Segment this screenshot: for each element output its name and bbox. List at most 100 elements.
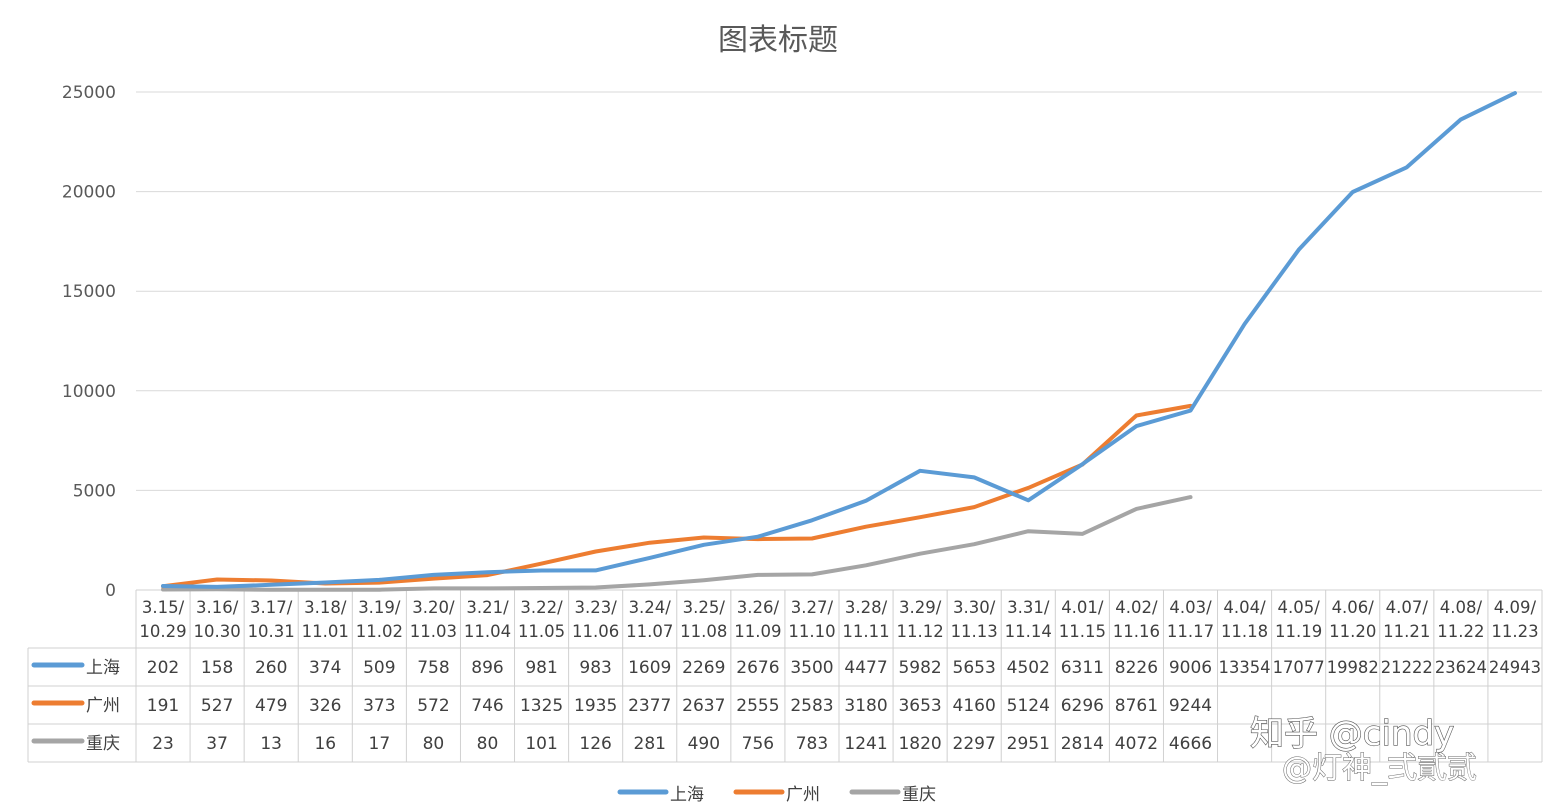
data-value: 1609 [628, 658, 671, 678]
data-value: 80 [423, 734, 445, 754]
legend-label: 上海 [670, 785, 704, 802]
category-label: 11.07 [626, 622, 673, 641]
series-name: 重庆 [86, 734, 120, 754]
data-value: 746 [471, 696, 503, 716]
legend-label: 重庆 [902, 785, 936, 802]
y-tick-label: 5000 [73, 481, 116, 501]
category-label: 3.25/ [683, 598, 726, 617]
y-tick-label: 25000 [62, 83, 116, 103]
data-value: 6296 [1061, 696, 1104, 716]
category-label: 3.26/ [737, 598, 780, 617]
category-label: 3.15/ [142, 598, 185, 617]
plot-area [161, 91, 1517, 592]
data-value: 1325 [520, 696, 563, 716]
data-value: 3180 [844, 696, 887, 716]
data-value: 21222 [1381, 658, 1433, 678]
data-value: 191 [147, 696, 179, 716]
series-name: 广州 [86, 696, 120, 716]
data-table: 3.15/10.29 3.16/10.30 3.17/10.31 3.18/11.01… [27, 589, 1543, 763]
chart-title: 图表标题 [718, 23, 838, 58]
data-value: 37 [206, 734, 228, 754]
data-value: 479 [255, 696, 287, 716]
category-label: 3.16/ [196, 598, 239, 617]
category-label: 10.29 [139, 622, 186, 641]
category-label: 4.01/ [1061, 598, 1104, 617]
category-label: 3.30/ [953, 598, 996, 617]
category-label: 11.11 [842, 622, 889, 641]
y-tick-label: 15000 [62, 282, 116, 302]
category-label: 10.31 [248, 622, 295, 641]
category-label: 3.28/ [845, 598, 888, 617]
category-label: 4.04/ [1223, 598, 1266, 617]
data-value: 281 [634, 734, 666, 754]
data-value: 8226 [1115, 658, 1158, 678]
data-value: 101 [525, 734, 557, 754]
data-value: 572 [417, 696, 449, 716]
data-value: 2814 [1061, 734, 1104, 754]
category-label: 11.22 [1437, 622, 1484, 641]
category-label: 3.29/ [899, 598, 942, 617]
y-tick-label: 0 [105, 581, 116, 601]
data-value: 158 [201, 658, 233, 678]
data-value: 5124 [1007, 696, 1050, 716]
series-line [161, 91, 1517, 589]
data-value: 9006 [1169, 658, 1212, 678]
series-name: 上海 [86, 658, 120, 678]
data-value: 2676 [736, 658, 779, 678]
data-value: 2951 [1007, 734, 1050, 754]
data-value: 1820 [898, 734, 941, 754]
data-value: 24943 [1489, 658, 1541, 678]
category-label: 4.03/ [1169, 598, 1212, 617]
category-label: 11.14 [1005, 622, 1052, 641]
data-value: 527 [201, 696, 233, 716]
legend: 上海 广州 重庆 [617, 785, 936, 802]
category-label: 4.05/ [1277, 598, 1320, 617]
data-value: 1241 [844, 734, 887, 754]
data-value: 9244 [1169, 696, 1212, 716]
category-label: 3.23/ [574, 598, 617, 617]
data-value: 758 [417, 658, 449, 678]
data-value: 23624 [1435, 658, 1487, 678]
gridlines [136, 91, 1542, 591]
data-value: 981 [525, 658, 557, 678]
category-label: 10.30 [193, 622, 240, 641]
category-label: 11.13 [951, 622, 998, 641]
category-label: 4.08/ [1440, 598, 1483, 617]
data-value: 896 [471, 658, 503, 678]
data-value: 5653 [953, 658, 996, 678]
data-value: 13 [260, 734, 282, 754]
data-value: 2377 [628, 696, 671, 716]
category-label: 11.19 [1275, 622, 1322, 641]
series-line [161, 495, 1193, 592]
data-value: 373 [363, 696, 395, 716]
category-label: 11.03 [410, 622, 457, 641]
category-label: 3.21/ [466, 598, 509, 617]
data-value: 4072 [1115, 734, 1158, 754]
data-value: 17077 [1273, 658, 1325, 678]
category-label: 11.05 [518, 622, 565, 641]
category-label: 3.24/ [629, 598, 672, 617]
category-label: 11.15 [1059, 622, 1106, 641]
data-value: 260 [255, 658, 287, 678]
data-value: 3500 [790, 658, 833, 678]
data-value: 983 [579, 658, 611, 678]
data-value: 326 [309, 696, 341, 716]
category-label: 3.20/ [412, 598, 455, 617]
category-label: 4.02/ [1115, 598, 1158, 617]
data-value: 374 [309, 658, 341, 678]
data-value: 490 [688, 734, 720, 754]
y-tick-label: 20000 [62, 183, 116, 203]
category-label: 11.01 [302, 622, 349, 641]
category-label: 11.16 [1113, 622, 1160, 641]
category-label: 11.02 [356, 622, 403, 641]
data-value: 13354 [1219, 658, 1271, 678]
category-label: 11.08 [680, 622, 727, 641]
watermark-line1: 知乎 @cindy [1250, 714, 1454, 754]
data-value: 1935 [574, 696, 617, 716]
y-axis: 0 5000 10000 15000 20000 25000 [62, 83, 116, 601]
category-label: 11.21 [1383, 622, 1430, 641]
data-value: 756 [742, 734, 774, 754]
data-value: 783 [796, 734, 828, 754]
category-label: 3.27/ [791, 598, 834, 617]
